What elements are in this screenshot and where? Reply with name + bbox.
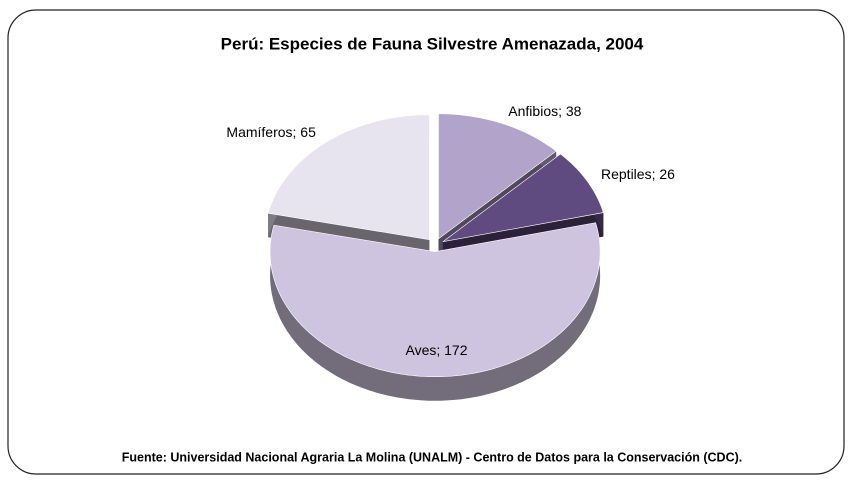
slice (442, 153, 604, 242)
source-note: Fuente: Universidad Nacional Agraria La … (122, 450, 742, 464)
data-label: Aves; 172 (405, 342, 467, 358)
data-label: Mamíferos; 65 (226, 124, 316, 140)
slice (438, 113, 557, 240)
chart-title: Perú: Especies de Fauna Silvestre Amenaz… (221, 34, 644, 53)
slice (269, 222, 601, 377)
data-label: Reptiles; 26 (601, 166, 675, 182)
pie-tops (267, 113, 604, 377)
slice (267, 114, 430, 241)
data-label: Anfibios; 38 (508, 103, 581, 119)
pie-labels: Anfibios; 38 Reptiles; 26 Aves; 172 Mamífer… (226, 103, 675, 358)
